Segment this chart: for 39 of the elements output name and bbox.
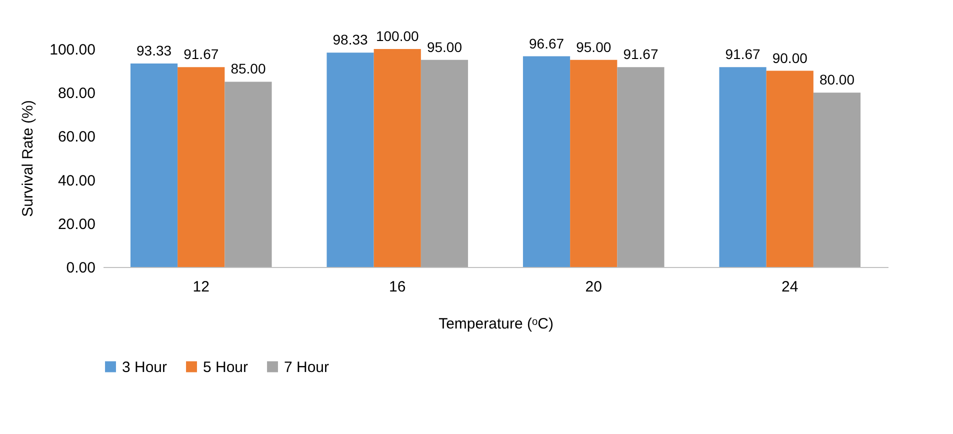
bar: [719, 67, 766, 267]
bar: [813, 92, 861, 267]
data-label: 98.33: [332, 32, 368, 48]
data-label: 90.00: [772, 50, 808, 66]
bar: [130, 64, 178, 267]
bar: [522, 56, 570, 267]
y-tick-label: 100.00: [50, 42, 96, 58]
y-tick-label: 0.00: [66, 260, 96, 276]
x-tick-label: 16: [389, 278, 406, 296]
y-axis-title: Survival Rate (%): [20, 100, 37, 217]
bar: [224, 82, 272, 267]
legend-label: 3 Hour: [122, 358, 168, 376]
x-axis-title: Temperature (ᵒC): [438, 316, 554, 332]
bar: [326, 52, 374, 267]
x-tick-label: 20: [585, 278, 602, 296]
x-tick-label: 12: [192, 278, 210, 296]
y-tick-label: 80.00: [58, 85, 96, 102]
data-label: 95.00: [576, 38, 612, 55]
x-tick-label: 24: [782, 278, 798, 296]
legend-label: 5 Hour: [203, 358, 248, 376]
data-label: 96.67: [529, 35, 564, 52]
data-label: 91.67: [623, 46, 658, 62]
data-label: 91.67: [725, 46, 760, 62]
data-label: 93.33: [136, 42, 172, 59]
y-tick-label: 20.00: [58, 216, 96, 233]
data-label: 100.00: [376, 28, 419, 44]
bar: [178, 67, 225, 267]
bar: [420, 60, 468, 267]
y-tick-label: 40.00: [58, 172, 96, 190]
y-tick-label: 60.00: [58, 128, 96, 146]
data-label: 85.00: [230, 60, 266, 77]
data-label: 80.00: [819, 72, 855, 88]
data-label: 91.67: [184, 46, 219, 62]
bar: [570, 60, 618, 267]
bar: [766, 70, 814, 267]
data-label: 95.00: [426, 38, 462, 55]
bar: [374, 49, 421, 267]
legend-label: 7 Hour: [284, 358, 330, 376]
bar: [617, 67, 664, 267]
